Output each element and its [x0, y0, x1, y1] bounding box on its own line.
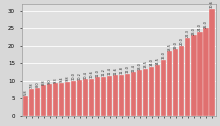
Text: 11.8: 11.8 — [120, 66, 124, 74]
Bar — [65, 82, 70, 116]
Bar — [167, 51, 172, 116]
Bar — [197, 32, 203, 116]
Text: 11.4: 11.4 — [108, 68, 112, 75]
Bar — [71, 81, 76, 116]
Text: 10.2: 10.2 — [78, 72, 82, 80]
Text: 14.5: 14.5 — [156, 57, 160, 65]
Text: 7.8: 7.8 — [30, 82, 34, 88]
Bar — [29, 89, 34, 116]
Text: 16.0: 16.0 — [162, 51, 166, 59]
Bar — [95, 77, 100, 116]
Bar — [53, 83, 58, 116]
Text: 13.0: 13.0 — [138, 62, 142, 70]
Text: 5.8: 5.8 — [24, 89, 28, 95]
Bar — [47, 84, 52, 116]
Text: 12.0: 12.0 — [126, 66, 130, 73]
Text: 10.0: 10.0 — [72, 72, 76, 80]
Bar — [209, 9, 214, 116]
Bar — [107, 76, 112, 116]
Bar — [185, 38, 191, 116]
Text: 10.4: 10.4 — [84, 71, 88, 79]
Bar — [179, 46, 185, 116]
Bar — [89, 79, 94, 116]
Bar — [125, 74, 130, 116]
Bar — [131, 72, 136, 116]
Bar — [143, 69, 148, 116]
Bar — [191, 35, 196, 116]
Text: 9.3: 9.3 — [54, 77, 58, 83]
Bar — [155, 65, 160, 116]
Bar — [23, 96, 28, 116]
Text: 14.0: 14.0 — [150, 58, 154, 66]
Text: 19.0: 19.0 — [174, 41, 178, 49]
Bar — [161, 60, 167, 116]
Bar — [119, 75, 124, 116]
Bar — [204, 28, 209, 116]
Bar — [113, 75, 118, 116]
Text: 9.0: 9.0 — [48, 78, 52, 84]
Bar — [35, 88, 40, 116]
Text: 9.8: 9.8 — [66, 75, 70, 81]
Text: 20.0: 20.0 — [180, 37, 184, 45]
Text: 11.2: 11.2 — [102, 68, 106, 76]
Bar — [41, 85, 46, 116]
Text: 24.0: 24.0 — [198, 23, 202, 31]
Text: 23.0: 23.0 — [192, 27, 196, 35]
Bar — [173, 49, 178, 116]
Bar — [77, 80, 82, 116]
Text: 8.8: 8.8 — [42, 79, 46, 85]
Text: 8.0: 8.0 — [36, 82, 40, 87]
Bar — [59, 83, 64, 116]
Text: 13.5: 13.5 — [144, 60, 148, 68]
Bar — [101, 77, 106, 116]
Text: 18.5: 18.5 — [168, 43, 172, 51]
Text: 10.6: 10.6 — [90, 70, 94, 78]
Text: 11.6: 11.6 — [114, 67, 118, 75]
Bar — [149, 67, 154, 116]
Text: 25.0: 25.0 — [204, 20, 208, 28]
Text: 22.3: 22.3 — [186, 29, 190, 37]
Bar — [137, 70, 142, 116]
Bar — [83, 80, 88, 116]
Text: 11.0: 11.0 — [96, 69, 100, 77]
Text: 30.6: 30.6 — [210, 0, 214, 8]
Text: 12.4: 12.4 — [132, 64, 136, 72]
Text: 9.4: 9.4 — [60, 77, 64, 82]
